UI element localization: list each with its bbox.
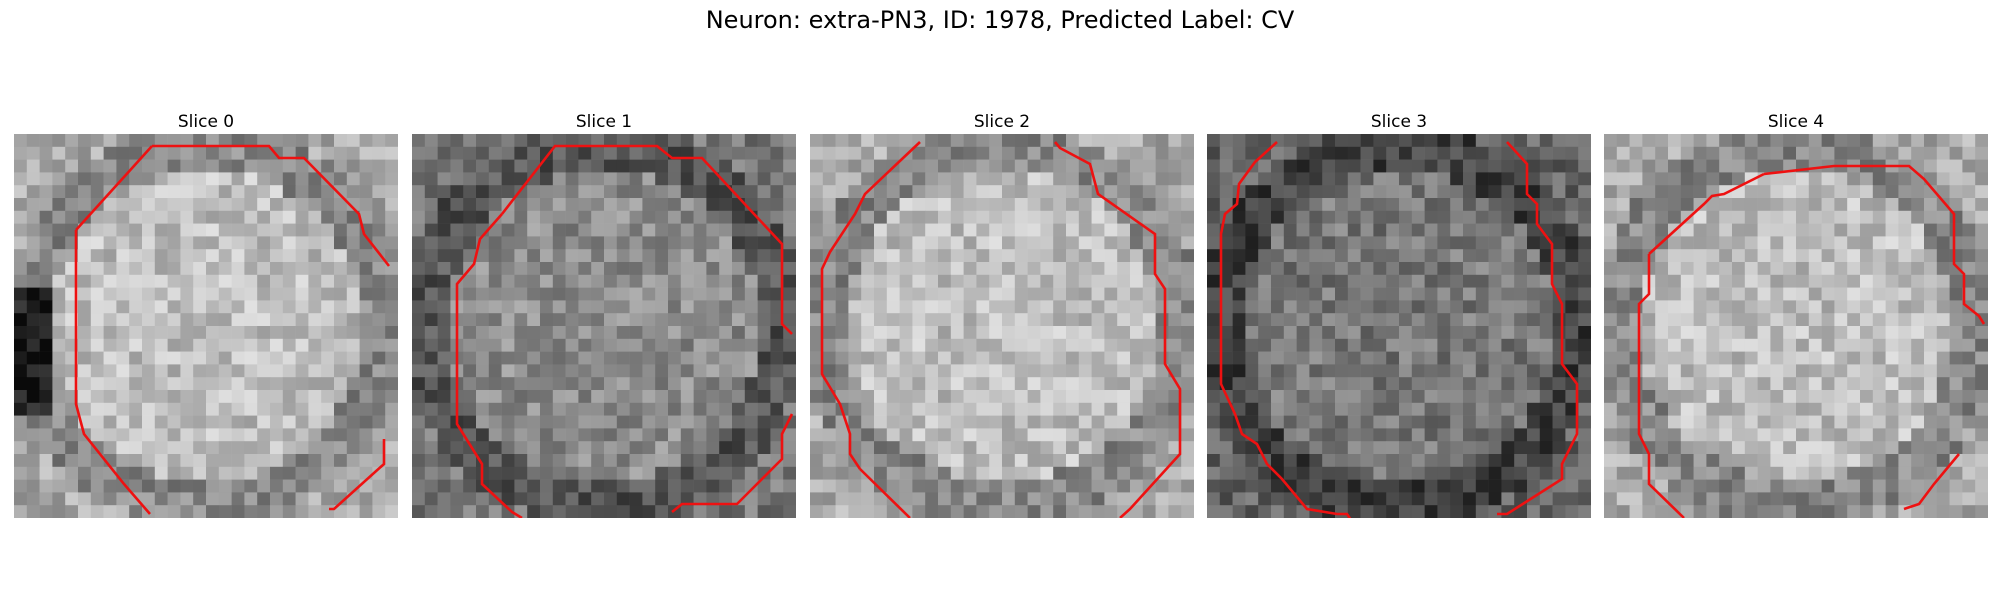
contour-line: [75, 145, 153, 231]
contour-line: [1497, 141, 1579, 516]
slice-title: Slice 3: [1370, 112, 1428, 132]
contour-line: [1219, 141, 1352, 518]
figure-title: Neuron: extra-PN3, ID: 1978, Predicted L…: [705, 6, 1295, 34]
contour-line: [1637, 254, 1685, 518]
contour-line: [500, 144, 793, 335]
slice-image: [1207, 134, 1591, 518]
slice-panel-2: Slice 2: [810, 110, 1194, 518]
slice-panel-3: Slice 3: [1207, 110, 1591, 518]
slice-title: Slice 4: [1767, 112, 1825, 132]
contour-line: [1054, 141, 1182, 518]
contour-line: [1648, 172, 1765, 255]
slice-title: Slice 1: [575, 112, 633, 132]
contour-line: [859, 468, 911, 518]
contour-line: [1763, 164, 1986, 325]
slice-image: [14, 134, 398, 518]
contour-line: [1903, 453, 1960, 511]
contour-line: [74, 230, 151, 515]
contour-line: [329, 439, 386, 511]
slice-image: [810, 134, 1194, 518]
contour-line: [152, 144, 391, 267]
contour-line: [455, 213, 523, 518]
slice-panel-4: Slice 4: [1604, 110, 1988, 518]
slice-image: [1604, 134, 1988, 518]
slice-title: Slice 0: [177, 112, 235, 132]
contour-line: [671, 413, 794, 514]
slice-panel-1: Slice 1: [412, 110, 796, 518]
contour-line: [820, 141, 921, 470]
slice-panel-0: Slice 0: [14, 110, 398, 518]
slice-image: [412, 134, 796, 518]
slice-title: Slice 2: [973, 112, 1031, 132]
